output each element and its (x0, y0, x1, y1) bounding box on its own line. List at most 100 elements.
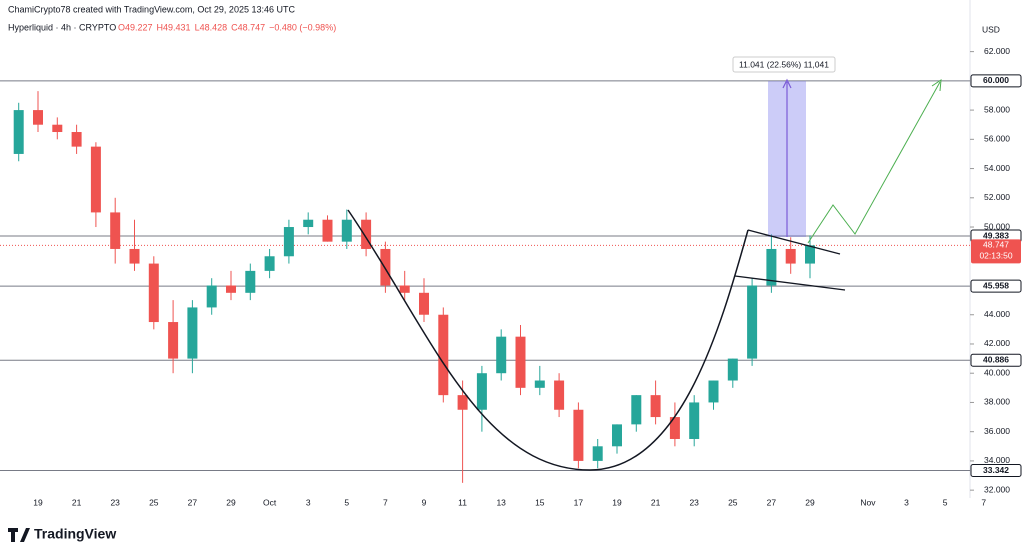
level-box (970, 279, 1022, 293)
candle-body (33, 110, 43, 125)
x-tick-label: 29 (226, 497, 236, 507)
candle-body (708, 380, 719, 403)
candle-body (534, 380, 545, 388)
candle-body (747, 285, 758, 359)
level-box (970, 74, 1022, 88)
x-tick-label: 17 (574, 497, 584, 507)
candle-body (476, 373, 487, 410)
candle-body (90, 146, 101, 213)
level-label: 49.383 (983, 230, 1009, 240)
x-tick-label: 3 (306, 497, 311, 507)
candle-body (264, 256, 275, 271)
x-tick-label: 7 (383, 497, 388, 507)
y-tick-label: 50.000 (984, 221, 1010, 231)
x-tick-label: 27 (188, 497, 198, 507)
candle-body (689, 402, 700, 439)
last-price-box (971, 239, 1021, 264)
candle-body (496, 336, 507, 374)
x-tick-label: 23 (689, 497, 699, 507)
y-tick-label: 58.000 (984, 104, 1010, 114)
projection (807, 81, 941, 244)
ohlc-value: C48.747 (231, 22, 265, 32)
candle-body (361, 219, 372, 249)
countdown: 02:13:50 (979, 251, 1012, 261)
level-box (970, 353, 1022, 367)
candle-body (631, 395, 642, 425)
candles (13, 91, 815, 483)
level-label: 40.886 (983, 355, 1009, 365)
candle-body (785, 248, 796, 264)
x-tick-label: 11 (458, 497, 467, 507)
measure-label-box (732, 56, 836, 73)
x-tick-label: 27 (767, 497, 777, 507)
candle-body (515, 336, 526, 388)
level-label: 60.000 (983, 75, 1009, 85)
level-label: 45.958 (983, 280, 1009, 290)
x-tick-label: 5 (344, 497, 349, 507)
candle-body (341, 219, 352, 242)
candle-body (592, 446, 603, 461)
candle-body (245, 270, 256, 293)
projection-arrowhead (931, 79, 942, 92)
candle-body (13, 110, 24, 154)
measure-label: 11.041 (22.56%) 11,041 (739, 59, 829, 69)
candle-body (399, 285, 410, 293)
candle-body (52, 124, 63, 133)
last-price-label: 48.747 (983, 240, 1009, 250)
candle-body (283, 227, 294, 257)
price-axis: 32.000 34.000 36.000 38.000 40.000 42.000 44.0… (33, 46, 1022, 507)
candle-body (766, 248, 777, 286)
candle-body (612, 424, 622, 447)
candle-body (303, 219, 314, 228)
y-tick-label: 32.000 (984, 484, 1010, 494)
y-tick-label: 40.000 (984, 367, 1010, 377)
candle-body (805, 245, 815, 264)
header: ChamiCrypto78 created with TradingView.c… (8, 4, 295, 14)
brand: TradingView (8, 526, 116, 542)
candle-body (129, 248, 140, 264)
grid (0, 80, 970, 472)
candle-body (148, 263, 159, 323)
x-tick-label: 23 (110, 497, 120, 507)
x-tick-label: 7 (981, 497, 986, 507)
x-tick-label: Nov (860, 497, 876, 507)
y-tick-label: 42.000 (984, 338, 1010, 348)
currency: USD (982, 24, 1000, 34)
x-tick-label: 19 (33, 497, 43, 507)
y-tick-label: 54.000 (984, 163, 1010, 173)
wedge-lower (734, 275, 846, 291)
measure-arrowhead (782, 78, 792, 89)
ohlc-value: L48.428 (195, 22, 228, 32)
y-tick-label: 44.000 (984, 309, 1010, 319)
ohlc-value: −0.480 (−0.98%) (269, 22, 336, 32)
x-tick-label: 15 (535, 497, 545, 507)
candle-body (322, 219, 333, 242)
candle-body (573, 409, 584, 461)
candle-body (380, 248, 391, 286)
x-tick-label: 9 (422, 497, 427, 507)
level-label: 33.342 (983, 465, 1009, 475)
y-tick-label: 56.000 (984, 134, 1010, 144)
brand-name: TradingView (34, 526, 116, 542)
candle-body (71, 132, 82, 147)
y-tick-label: 52.000 (984, 192, 1010, 202)
candle-body (554, 380, 565, 410)
x-tick-label: 21 (651, 497, 661, 507)
candle-body (226, 285, 236, 293)
candle-body (650, 395, 661, 418)
cup-curve (347, 209, 749, 471)
ohlc-value: O49.227 (118, 22, 153, 32)
candle-body (206, 285, 217, 308)
y-tick-label: 36.000 (984, 426, 1010, 436)
ohlc-legend: O49.227 H49.431 L48.428 C48.747 −0.480 (−0.9… (118, 22, 336, 32)
x-tick-label: 19 (612, 497, 622, 507)
candle-body (438, 314, 449, 396)
candle-body (187, 307, 198, 359)
y-tick-label: 34.000 (984, 455, 1010, 465)
candle-body (457, 395, 468, 410)
y-tick-label: 38.000 (984, 397, 1010, 407)
x-tick-label: 25 (728, 497, 738, 507)
candle-body (669, 417, 680, 439)
